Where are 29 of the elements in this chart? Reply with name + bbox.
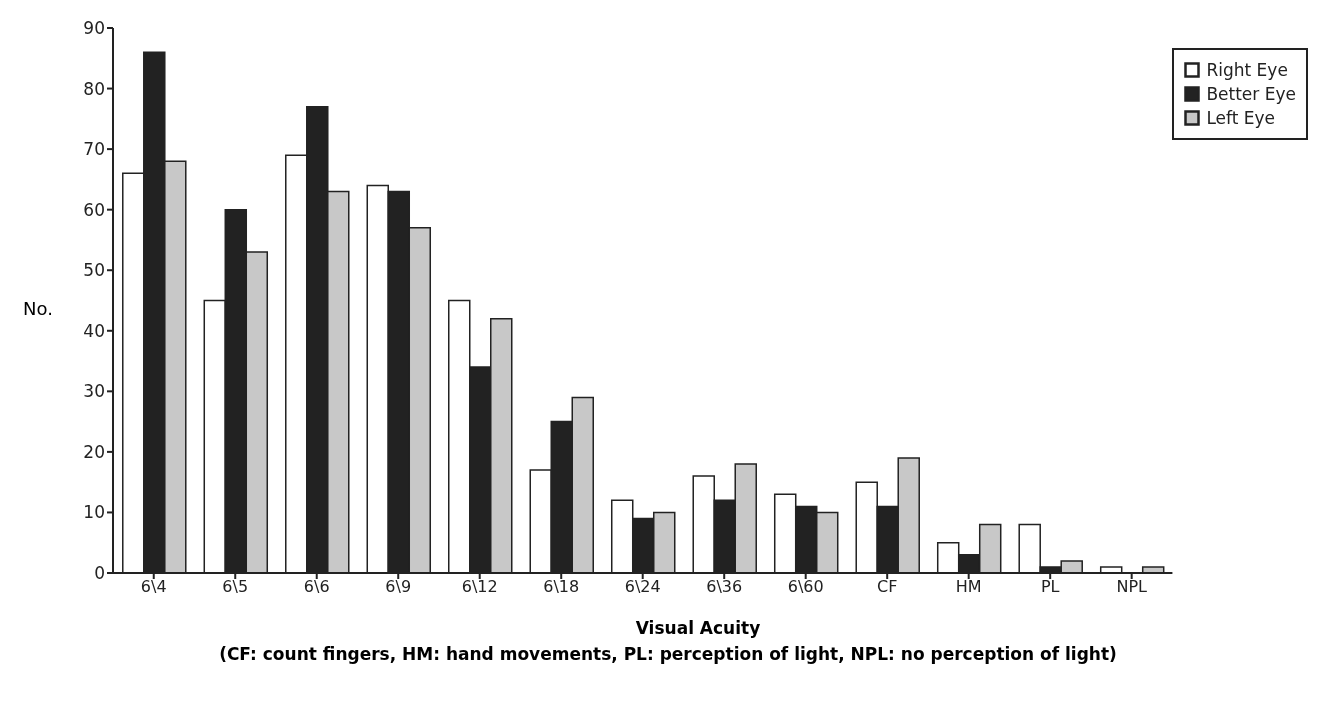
x-axis-title: Visual Acuity	[634, 618, 762, 638]
x-tick-label: CF	[877, 577, 898, 597]
y-tick-label: 90	[83, 18, 105, 39]
x-tick-label: HM	[955, 577, 982, 597]
y-tick-label: 20	[83, 441, 105, 462]
x-tick-label: PL	[1040, 577, 1060, 597]
y-tick-label: 50	[83, 260, 105, 281]
y-tick-label: 70	[83, 139, 105, 160]
x-tick-label: NPL	[1116, 577, 1148, 597]
legend-label: Left Eye	[1206, 108, 1276, 128]
x-tick-label: 6\9	[385, 577, 412, 597]
y-tick-label: 0	[94, 563, 105, 584]
legend-label: Better Eye	[1206, 84, 1296, 104]
x-tick-label: 6\5	[222, 577, 249, 597]
x-tick-label: 6\60	[787, 577, 824, 597]
y-tick-label: 40	[83, 320, 105, 341]
x-tick-label: 6\6	[303, 577, 330, 597]
y-tick-label: 30	[83, 381, 105, 402]
y-tick-label: 10	[83, 502, 105, 523]
x-tick-label: 6\36	[706, 577, 743, 597]
y-tick-label: 60	[83, 199, 105, 220]
legend-label: Right Eye	[1206, 60, 1288, 80]
x-tick-label: 6\24	[624, 577, 661, 597]
text: (CF: count fingers, HM: hand movements, PL: perception of light, NPL: no perception of light)	[218, 644, 1118, 664]
y-axis-title: No.	[22, 297, 54, 319]
x-tick-label: 6\18	[543, 577, 580, 597]
x-tick-label: 6\4	[140, 577, 167, 597]
x-tick-label: 6\12	[461, 577, 498, 597]
y-tick-label: 80	[83, 78, 105, 99]
